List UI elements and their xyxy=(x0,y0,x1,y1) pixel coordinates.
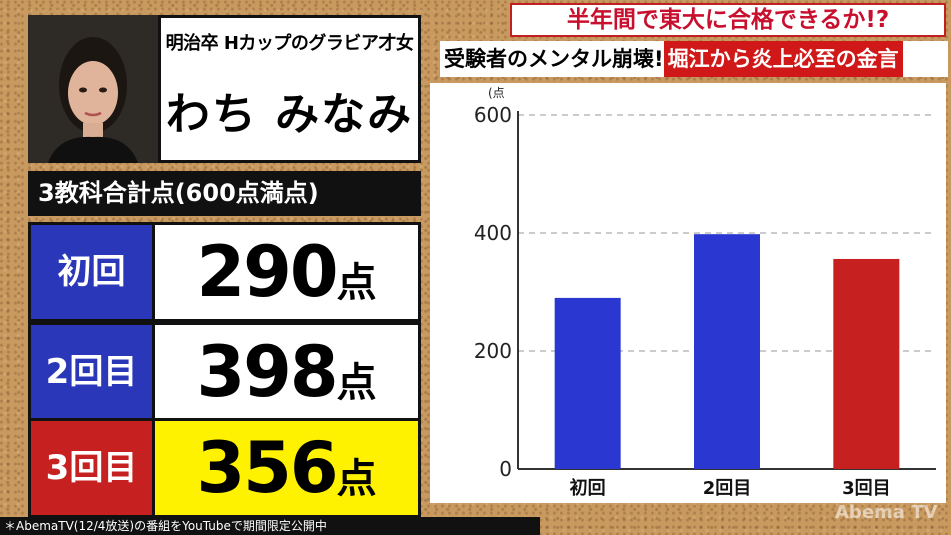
y-tick-label: 400 xyxy=(474,221,512,245)
y-tick-label: 200 xyxy=(474,339,512,363)
headline-bottom: 受験者のメンタル崩壊! 堀江から炎上必至の金言 xyxy=(440,41,948,77)
x-tick-label: 2回目 xyxy=(703,478,752,499)
bar-chart-svg: 0 200 400 600 (点初回 2回目 3回目 xyxy=(474,86,936,499)
profile-subtitle: 明治卒 Hカップのグラビア才女 xyxy=(165,33,414,54)
headline-top: 半年間で東大に合格できるか!? xyxy=(510,3,946,37)
profile-card: 明治卒 Hカップのグラビア才女 わち みなみ xyxy=(28,15,421,163)
portrait-image xyxy=(28,15,158,163)
headline-bottom-left: 受験者のメンタル崩壊! xyxy=(444,47,664,71)
channel-watermark: Abema TV xyxy=(835,502,938,523)
profile-info: 明治卒 Hカップのグラビア才女 わち みなみ xyxy=(161,18,418,160)
headline-bottom-right: 堀江から炎上必至の金言 xyxy=(663,41,903,77)
y-tick-label: 600 xyxy=(474,103,512,127)
score-row-1: 初回 290点 xyxy=(28,222,421,322)
score-row-2: 2回目 398点 xyxy=(28,322,421,422)
x-tick-label: 3回目 xyxy=(842,478,891,499)
bar xyxy=(833,258,900,469)
score-unit: 点 xyxy=(336,456,377,502)
score-row-3: 3回目 356点 xyxy=(28,418,421,518)
contestant-name: わち みなみ xyxy=(165,89,414,140)
score-row-value: 398点 xyxy=(155,325,418,419)
score-unit: 点 xyxy=(336,360,377,406)
score-row-value: 356点 xyxy=(155,421,418,515)
contestant-photo xyxy=(28,15,158,163)
score-number: 356 xyxy=(196,427,338,509)
score-row-label: 3回目 xyxy=(31,421,152,515)
footer-caption: ＊AbemaTV(12/4放送)の番組をYouTubeで期間限定公開中 xyxy=(0,517,540,535)
score-chart: 0 200 400 600 (点初回 2回目 3回目 xyxy=(430,83,946,503)
y-tick-label: 0 xyxy=(499,457,512,481)
score-row-label: 2回目 xyxy=(31,325,152,419)
bar xyxy=(554,297,621,469)
score-row-label: 初回 xyxy=(31,225,152,319)
x-tick-label: 初回 xyxy=(570,477,606,499)
score-number: 398 xyxy=(196,331,338,413)
bar xyxy=(694,234,760,469)
score-table-header: 3教科合計点(600点満点) xyxy=(28,171,421,216)
score-row-value: 290点 xyxy=(155,225,418,319)
score-number: 290 xyxy=(196,231,338,313)
score-unit: 点 xyxy=(336,260,377,306)
y-axis-unit-label: (点 xyxy=(488,86,505,100)
